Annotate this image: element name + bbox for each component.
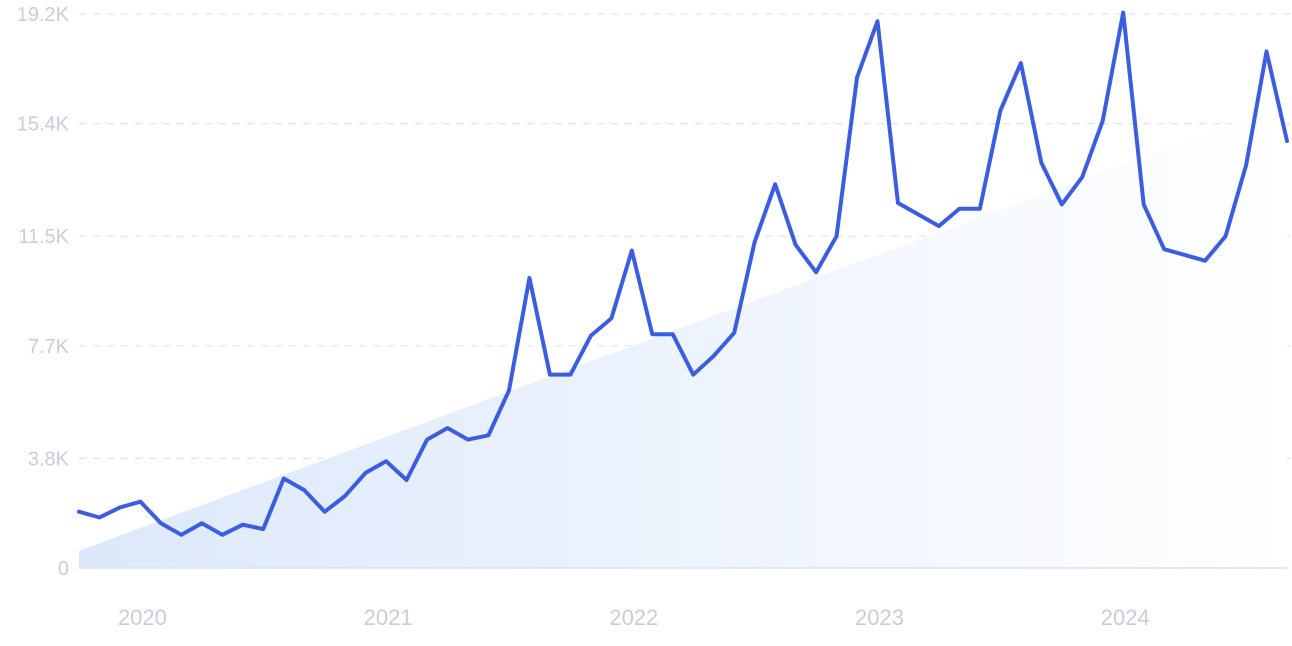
- y-tick-label: 15.4K: [17, 114, 70, 136]
- trend-area: [79, 103, 1287, 569]
- x-tick-label: 2021: [364, 605, 413, 630]
- x-axis-ticks: 2020 2021 2022 2023 2024: [118, 605, 1150, 630]
- x-tick-label: 2020: [118, 605, 167, 630]
- trend-area-shape: [79, 103, 1287, 569]
- series-layer: [77, 10, 1289, 537]
- y-tick-label: 11.5K: [18, 226, 69, 248]
- y-tick-label: 3.8K: [28, 448, 70, 470]
- y-axis-ticks: 0 3.8K 7.7K 11.5K 15.4K 19.2K: [17, 4, 70, 580]
- series-line: [77, 10, 1289, 537]
- x-tick-label: 2022: [609, 605, 658, 630]
- y-tick-label: 0: [58, 558, 69, 580]
- y-tick-label: 19.2K: [17, 4, 70, 26]
- x-tick-label: 2023: [855, 605, 904, 630]
- y-tick-label: 7.7K: [28, 336, 70, 358]
- x-tick-label: 2024: [1101, 605, 1150, 630]
